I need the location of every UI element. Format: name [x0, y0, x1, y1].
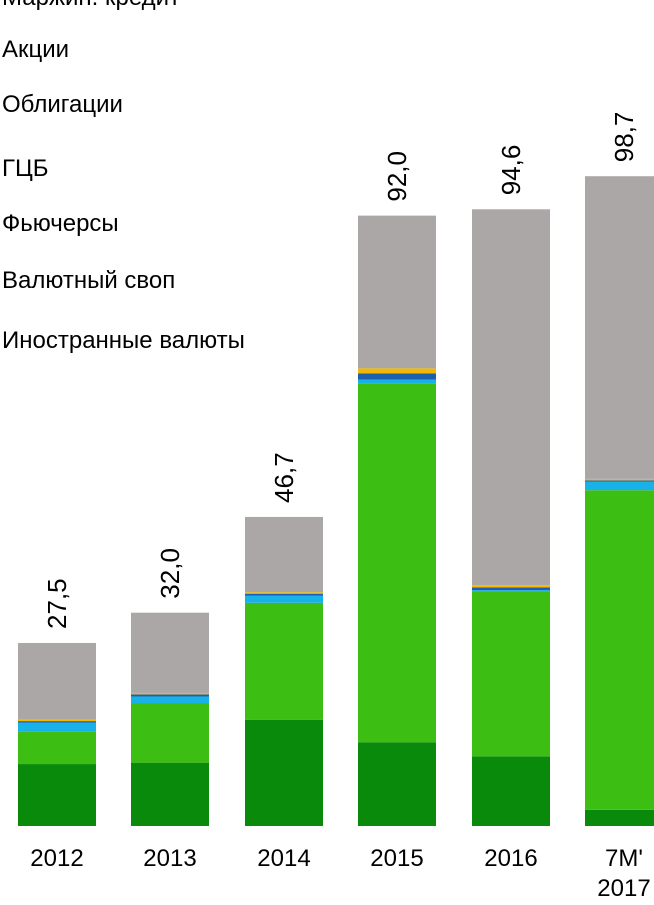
- bar-segment-гцб-3: [358, 373, 436, 380]
- bar-segment-валютный-своп-0: [18, 731, 96, 765]
- total-label-4: 94,6: [496, 145, 526, 196]
- legend: Маржин. кредит Акции Облигации ГЦБ Фьюче…: [0, 0, 340, 380]
- bar-segment-гцб-2: [245, 593, 323, 596]
- legend-item-gov-securities: ГЦБ: [2, 155, 49, 182]
- bar-segment-облигации-3: [358, 368, 436, 374]
- bar-segment-иностранные-валюты-1: [131, 762, 209, 826]
- bar-segment-гцб-5: [585, 480, 654, 482]
- total-label-3: 92,0: [382, 151, 412, 202]
- bar-segment-иностранные-валюты-0: [18, 764, 96, 826]
- bar-segment-фьючерсы-0: [18, 722, 96, 732]
- bar-segment-фьючерсы-1: [131, 696, 209, 704]
- bar-segment-гцб-1: [131, 694, 209, 697]
- bar-segment-акции-4: [472, 209, 550, 586]
- bar-segment-акции-1: [131, 612, 209, 693]
- bar-segment-акции-5: [585, 176, 654, 479]
- x-tick-label-1: 2013: [143, 845, 196, 872]
- bar-segment-иностранные-валюты-2: [245, 719, 323, 826]
- total-label-2: 46,7: [269, 452, 299, 503]
- bar-segment-облигации-2: [245, 592, 323, 594]
- x-tick-label-5-1: 2017: [597, 875, 650, 902]
- bar-segment-облигации-0: [18, 719, 96, 722]
- bar-segment-акции-2: [245, 516, 323, 593]
- bar-segment-иностранные-валюты-3: [358, 742, 436, 826]
- x-tick-label-5-0: 7M': [605, 845, 643, 872]
- total-label-5: 98,7: [609, 112, 639, 163]
- bar-segment-фьючерсы-2: [245, 595, 323, 603]
- bar-segment-иностранные-валюты-5: [585, 809, 654, 826]
- legend-item-foreign-currencies: Иностранные валюты: [2, 327, 245, 354]
- bar-segment-валютный-своп-3: [358, 383, 436, 743]
- total-label-1: 32,0: [155, 548, 185, 599]
- bar-segment-фьючерсы-5: [585, 481, 654, 491]
- legend-item-extra: Маржин. кредит: [2, 0, 180, 12]
- x-tick-label-4: 2016: [484, 845, 537, 872]
- bar-segment-фьючерсы-3: [358, 379, 436, 384]
- bar-segment-гцб-0: [18, 721, 96, 723]
- bar-segment-облигации-5: [585, 478, 654, 481]
- x-tick-label-3: 2015: [370, 845, 423, 872]
- bar-segment-облигации-4: [472, 585, 550, 588]
- legend-item-currency-swap: Валютный своп: [2, 267, 176, 294]
- legend-item-futures: Фьючерсы: [2, 210, 119, 237]
- bar-segment-валютный-своп-5: [585, 490, 654, 810]
- x-tick-label-2: 2014: [257, 845, 310, 872]
- bar-segment-акции-0: [18, 642, 96, 720]
- bar-segment-валютный-своп-2: [245, 602, 323, 720]
- bar-segment-валютный-своп-4: [472, 591, 550, 757]
- bar-segment-облигации-1: [131, 692, 209, 695]
- x-tick-label-0: 2012: [30, 845, 83, 872]
- total-label-0: 27,5: [42, 578, 72, 629]
- legend-item-stocks: Акции: [2, 36, 70, 63]
- bar-segment-гцб-4: [472, 587, 550, 591]
- bar-segment-фьючерсы-4: [472, 590, 550, 592]
- legend-item-bonds: Облигации: [2, 91, 123, 118]
- bar-segment-валютный-своп-1: [131, 703, 209, 763]
- bar-segment-акции-3: [358, 215, 436, 369]
- bar-segment-иностранные-валюты-4: [472, 756, 550, 826]
